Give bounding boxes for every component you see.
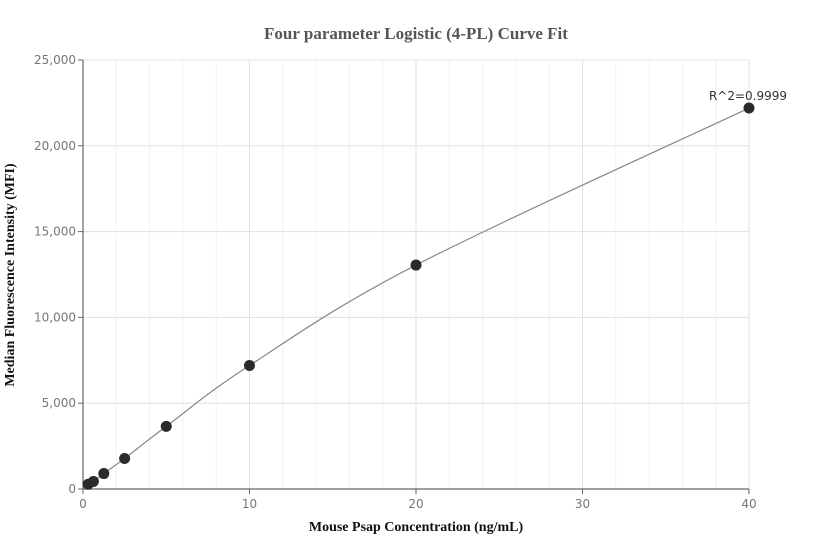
- y-tick-label: 0: [68, 482, 76, 496]
- x-tick-label: 10: [242, 497, 257, 511]
- x-tick-label: 0: [79, 497, 87, 511]
- data-point[interactable]: [119, 452, 131, 464]
- data-point[interactable]: [160, 420, 172, 432]
- x-tick-label: 20: [408, 497, 423, 511]
- x-tick-label: 40: [741, 497, 756, 511]
- y-tick-label: 5,000: [42, 396, 76, 410]
- axes: [78, 59, 750, 494]
- x-tick-label: 30: [575, 497, 590, 511]
- r-squared-annotation: R^2=0.9999: [709, 89, 787, 103]
- y-tick-label: 25,000: [34, 53, 76, 67]
- y-tick-label: 10,000: [34, 310, 76, 324]
- data-point[interactable]: [743, 102, 755, 114]
- y-tick-label: 15,000: [34, 225, 76, 239]
- tick-labels: 0 10 20 30 40 0 5,000 10,000 15,000 20,000 25,000: [34, 53, 757, 511]
- x-axis-label: Mouse Psap Concentration (ng/mL): [309, 520, 524, 535]
- data-point[interactable]: [244, 359, 255, 371]
- data-point[interactable]: [87, 475, 99, 487]
- gridlines: [83, 59, 750, 489]
- y-tick-label: 20,000: [34, 139, 76, 153]
- y-axis-label: Median Fluorescence Intensity (MFI): [3, 163, 18, 387]
- data-points: [82, 102, 755, 490]
- chart-title: Four parameter Logistic (4-PL) Curve Fit: [264, 24, 568, 43]
- data-point[interactable]: [410, 259, 422, 271]
- data-point[interactable]: [98, 468, 110, 480]
